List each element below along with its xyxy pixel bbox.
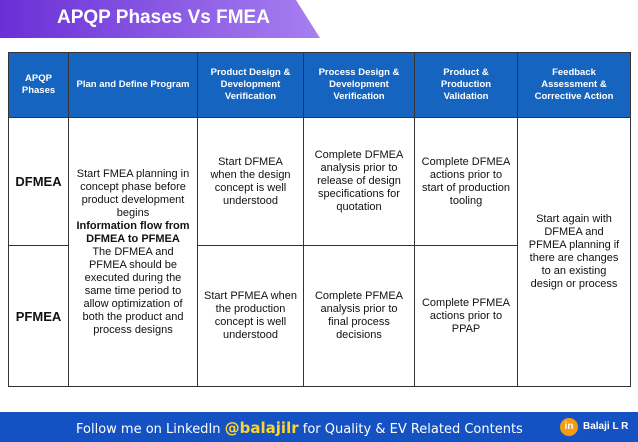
footer-message: Follow me on LinkedIn @balajilr for Qual… [76, 419, 523, 437]
comparison-table: APQP Phases Plan and Define Program Prod… [8, 52, 631, 387]
column-header: Plan and Define Program [68, 52, 198, 118]
plan-highlight: Information flow from DFMEA to PFMEA [76, 219, 190, 245]
cell: Complete DFMEA actions prior to start of… [414, 117, 518, 246]
cell: Complete DFMEA analysis prior to release… [303, 117, 415, 246]
cell: Start PFMEA when the production concept … [197, 245, 304, 387]
column-header: Feedback Assessment & Corrective Action [517, 52, 631, 118]
plan-intro: Start FMEA planning in concept phase bef… [76, 167, 190, 219]
row: DFMEA Start FMEA planning in concept pha… [8, 117, 631, 387]
footer-suffix: for Quality & EV Related Contents [302, 422, 523, 437]
linkedin-icon[interactable]: in [560, 418, 578, 436]
footer: Follow me on LinkedIn @balajilr for Qual… [0, 412, 638, 442]
title-banner: APQP Phases Vs FMEA [0, 0, 320, 38]
author-name: Balaji L R [583, 421, 629, 432]
column-header: Product & Production Validation [414, 52, 518, 118]
phase-cell: PFMEA [8, 245, 69, 387]
feedback-cell: Start again with DFMEA and PFMEA plannin… [517, 117, 631, 387]
column-header: Process Design & Development Verificatio… [303, 52, 415, 118]
cell: Complete PFMEA actions prior to PPAP [414, 245, 518, 387]
column-header: APQP Phases [8, 52, 69, 118]
header-row: APQP Phases Plan and Define Program Prod… [8, 52, 631, 118]
plan-cell: Start FMEA planning in concept phase bef… [68, 117, 198, 387]
title: APQP Phases Vs FMEA [57, 7, 270, 28]
phase-cell: DFMEA [8, 117, 69, 246]
column-header: Product Design & Development Verificatio… [197, 52, 304, 118]
cell: Start DFMEA when the design concept is w… [197, 117, 304, 246]
footer-handle[interactable]: @balajilr [224, 419, 299, 437]
cell: Complete PFMEA analysis prior to final p… [303, 245, 415, 387]
footer-prefix: Follow me on LinkedIn [76, 422, 221, 437]
plan-detail: The DFMEA and PFMEA should be executed d… [82, 245, 184, 336]
row: PFMEA Start PFMEA when the production co… [8, 245, 631, 387]
